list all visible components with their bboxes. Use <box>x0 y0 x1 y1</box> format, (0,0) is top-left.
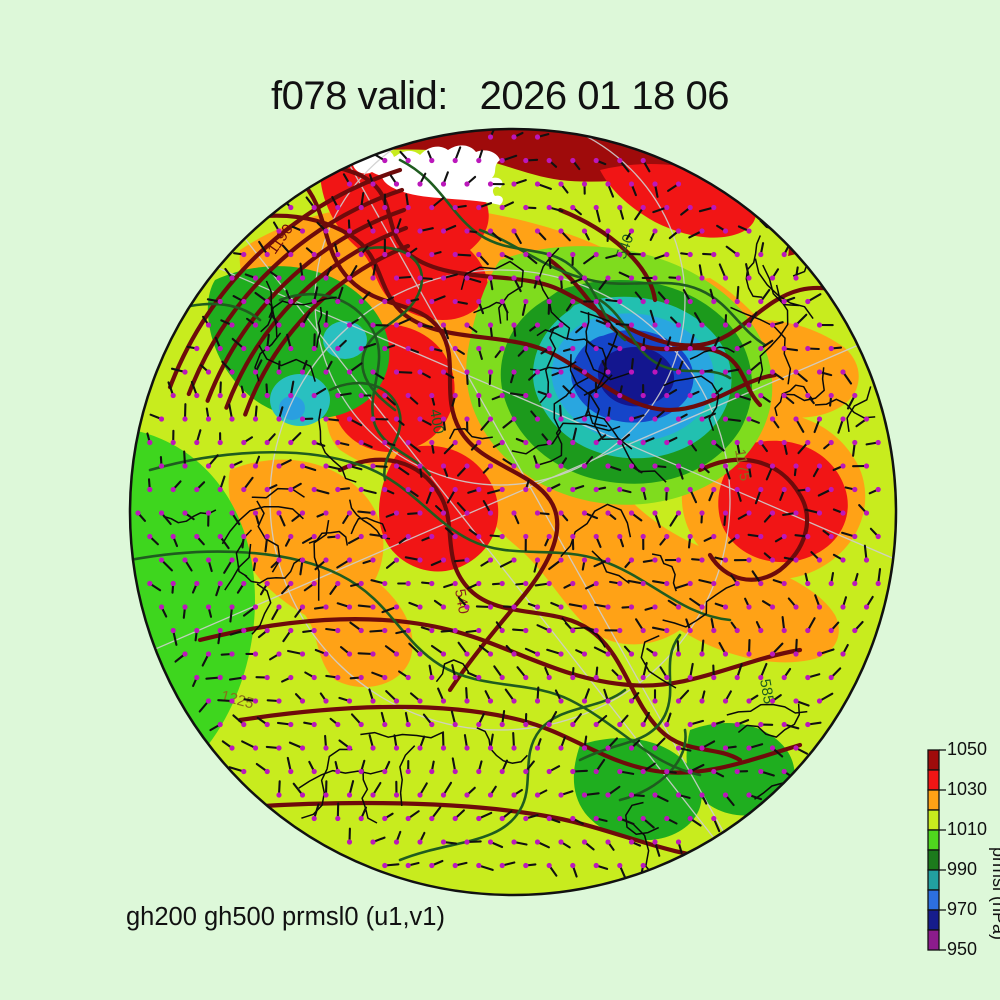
svg-text:990: 990 <box>947 859 977 879</box>
svg-text:1225: 1225 <box>876 316 903 353</box>
svg-text:1225: 1225 <box>299 855 334 876</box>
svg-text:970: 970 <box>947 899 977 919</box>
svg-text:950: 950 <box>947 939 977 959</box>
svg-text:prmsl (hPa): prmsl (hPa) <box>989 847 1000 940</box>
svg-text:1010: 1010 <box>947 819 987 839</box>
svg-text:1030: 1030 <box>947 779 987 799</box>
svg-text:1050: 1050 <box>947 739 987 759</box>
